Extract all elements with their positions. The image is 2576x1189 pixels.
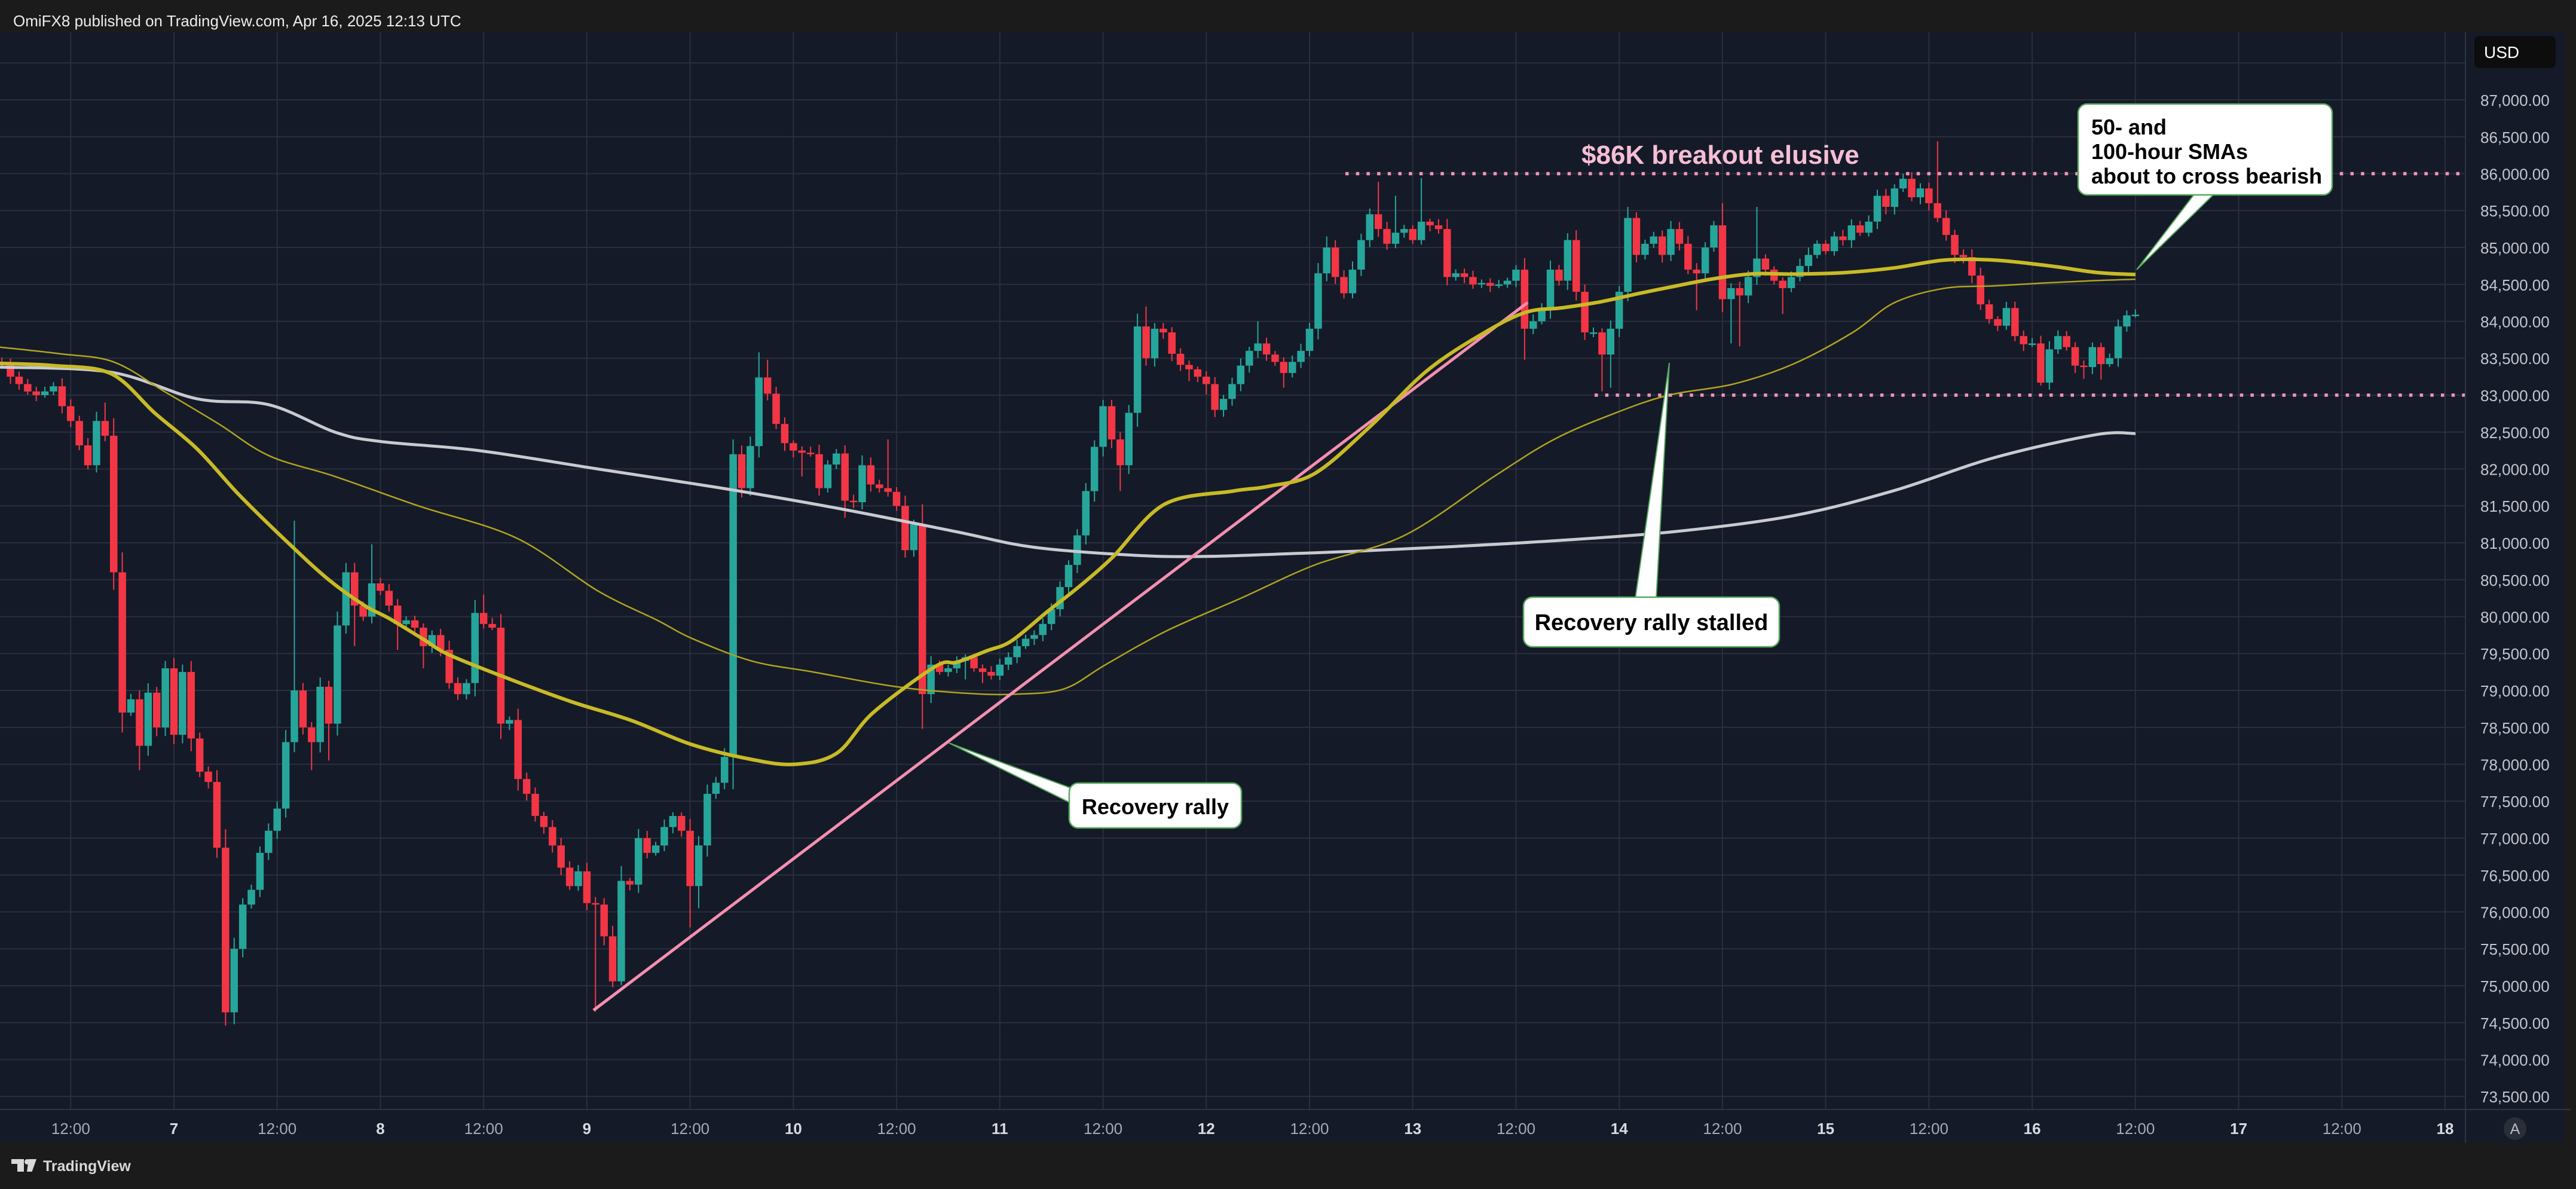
svg-text:A: A [2510, 1121, 2520, 1138]
svg-text:10: 10 [785, 1120, 802, 1138]
svg-text:87,000.00: 87,000.00 [2480, 91, 2550, 109]
svg-text:9: 9 [583, 1120, 591, 1138]
svg-text:12:00: 12:00 [671, 1120, 709, 1138]
svg-text:OmiFX8 published on TradingVie: OmiFX8 published on TradingView.com, Apr… [13, 12, 461, 30]
svg-text:76,000.00: 76,000.00 [2480, 904, 2550, 922]
svg-text:Recovery rally: Recovery rally [1082, 794, 1229, 819]
svg-text:12:00: 12:00 [51, 1120, 90, 1138]
svg-text:100-hour SMAs: 100-hour SMAs [2091, 139, 2248, 164]
svg-text:12:00: 12:00 [258, 1120, 296, 1138]
svg-text:17: 17 [2230, 1120, 2247, 1138]
svg-text:74,500.00: 74,500.00 [2480, 1014, 2550, 1032]
svg-text:80,000.00: 80,000.00 [2480, 609, 2550, 626]
svg-text:77,500.00: 77,500.00 [2480, 793, 2550, 811]
svg-text:75,000.00: 75,000.00 [2480, 977, 2550, 995]
svg-text:USD: USD [2484, 43, 2519, 62]
svg-text:13: 13 [1404, 1120, 1421, 1138]
svg-text:79,500.00: 79,500.00 [2480, 645, 2550, 663]
svg-text:50- and: 50- and [2091, 115, 2167, 139]
svg-text:12:00: 12:00 [1703, 1120, 1742, 1138]
svg-text:15: 15 [1817, 1120, 1834, 1138]
svg-text:$86K breakout elusive: $86K breakout elusive [1581, 140, 1859, 170]
svg-text:80,500.00: 80,500.00 [2480, 571, 2550, 589]
svg-text:12:00: 12:00 [464, 1120, 503, 1138]
svg-text:78,000.00: 78,000.00 [2480, 756, 2550, 774]
svg-text:81,500.00: 81,500.00 [2480, 497, 2550, 515]
svg-text:12:00: 12:00 [2116, 1120, 2155, 1138]
svg-text:76,500.00: 76,500.00 [2480, 867, 2550, 885]
svg-text:79,000.00: 79,000.00 [2480, 682, 2550, 700]
svg-text:83,000.00: 83,000.00 [2480, 387, 2550, 405]
svg-text:75,500.00: 75,500.00 [2480, 940, 2550, 958]
svg-text:7: 7 [170, 1120, 178, 1138]
svg-text:12:00: 12:00 [2323, 1120, 2361, 1138]
svg-text:12:00: 12:00 [1084, 1120, 1122, 1138]
svg-text:83,500.00: 83,500.00 [2480, 350, 2550, 368]
svg-text:14: 14 [1611, 1120, 1628, 1138]
svg-text:84,500.00: 84,500.00 [2480, 276, 2550, 294]
svg-text:78,500.00: 78,500.00 [2480, 719, 2550, 737]
svg-text:about to cross bearish: about to cross bearish [2091, 164, 2322, 188]
svg-text:12: 12 [1198, 1120, 1215, 1138]
svg-text:12:00: 12:00 [877, 1120, 916, 1138]
svg-text:73,500.00: 73,500.00 [2480, 1088, 2550, 1106]
svg-text:85,000.00: 85,000.00 [2480, 239, 2550, 257]
svg-text:85,500.00: 85,500.00 [2480, 202, 2550, 220]
svg-text:18: 18 [2437, 1120, 2454, 1138]
svg-text:8: 8 [376, 1120, 384, 1138]
svg-text:16: 16 [2024, 1120, 2041, 1138]
svg-text:11: 11 [992, 1120, 1008, 1138]
svg-text:84,000.00: 84,000.00 [2480, 313, 2550, 331]
svg-text:77,000.00: 77,000.00 [2480, 830, 2550, 848]
svg-text:TradingView: TradingView [43, 1158, 131, 1175]
svg-text:86,500.00: 86,500.00 [2480, 129, 2550, 146]
svg-text:74,000.00: 74,000.00 [2480, 1052, 2550, 1069]
svg-text:82,000.00: 82,000.00 [2480, 461, 2550, 479]
svg-text:12:00: 12:00 [1290, 1120, 1329, 1138]
svg-text:81,000.00: 81,000.00 [2480, 534, 2550, 552]
svg-text:82,500.00: 82,500.00 [2480, 424, 2550, 442]
svg-text:86,000.00: 86,000.00 [2480, 166, 2550, 184]
svg-text:Recovery rally stalled: Recovery rally stalled [1535, 610, 1769, 635]
svg-text:12:00: 12:00 [1910, 1120, 1948, 1138]
svg-text:12:00: 12:00 [1497, 1120, 1535, 1138]
